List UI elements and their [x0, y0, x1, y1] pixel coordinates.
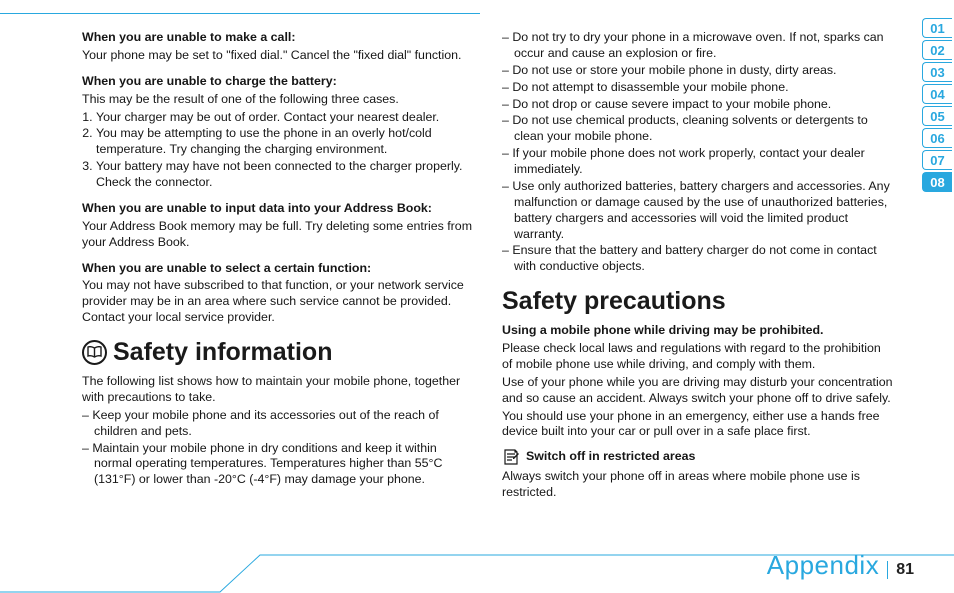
tab-02[interactable]: 02 — [922, 40, 952, 60]
dash-list: Keep your mobile phone and its accessori… — [82, 408, 474, 488]
sub-heading: Using a mobile phone while driving may b… — [502, 323, 894, 339]
tab-04[interactable]: 04 — [922, 84, 952, 104]
body-text: Your Address Book memory may be full. Tr… — [82, 219, 474, 251]
heading: When you are unable to input data into y… — [82, 201, 474, 217]
tab-06[interactable]: 06 — [922, 128, 952, 148]
block-call: When you are unable to make a call: Your… — [82, 30, 474, 64]
body-text: Use of your phone while you are driving … — [502, 375, 894, 407]
section-title-text: Safety information — [113, 336, 332, 368]
bottom-rule — [0, 545, 954, 593]
heading: When you are unable to charge the batter… — [82, 74, 474, 90]
block-battery: When you are unable to charge the batter… — [82, 74, 474, 191]
section-safety-info-title: Safety information — [82, 336, 474, 368]
body-text: Always switch your phone off in areas wh… — [502, 469, 894, 501]
note-icon — [502, 448, 520, 466]
list-item: Use only authorized batteries, battery c… — [502, 179, 894, 243]
list-item: Do not try to dry your phone in a microw… — [502, 30, 894, 62]
list-item: Ensure that the battery and battery char… — [502, 243, 894, 275]
section-title-text: Safety precautions — [502, 285, 726, 317]
heading: When you are unable to select a certain … — [82, 261, 474, 277]
block-function: When you are unable to select a certain … — [82, 261, 474, 327]
tab-01[interactable]: 01 — [922, 18, 952, 38]
list-item: Maintain your mobile phone in dry condit… — [82, 441, 474, 489]
body-text: Your phone may be set to "fixed dial." C… — [82, 48, 474, 64]
tab-08[interactable]: 08 — [922, 172, 952, 192]
list-item: Your charger may be out of order. Contac… — [96, 110, 474, 126]
section-safety-precautions-title: Safety precautions — [502, 285, 894, 317]
dash-list-cont: Do not try to dry your phone in a microw… — [502, 30, 894, 275]
tab-07[interactable]: 07 — [922, 150, 952, 170]
tab-03[interactable]: 03 — [922, 62, 952, 82]
body-text: Please check local laws and regulations … — [502, 341, 894, 373]
sub-section-restricted: Switch off in restricted areas — [502, 448, 894, 466]
page-content: When you are unable to make a call: Your… — [0, 0, 954, 503]
list-item: Do not use chemical products, cleaning s… — [502, 113, 894, 145]
body-text: This may be the result of one of the fol… — [82, 92, 474, 108]
right-column: Do not try to dry your phone in a microw… — [502, 30, 894, 503]
body-text: You should use your phone in an emergenc… — [502, 409, 894, 441]
chapter-tabs: 01 02 03 04 05 06 07 08 — [922, 18, 952, 194]
list-item: Do not use or store your mobile phone in… — [502, 63, 894, 79]
book-icon — [82, 340, 107, 365]
numbered-list: Your charger may be out of order. Contac… — [82, 110, 474, 191]
block-addressbook: When you are unable to input data into y… — [82, 201, 474, 251]
tab-05[interactable]: 05 — [922, 106, 952, 126]
list-item: You may be attempting to use the phone i… — [96, 126, 474, 158]
list-item: Your battery may have not been connected… — [96, 159, 474, 191]
heading: When you are unable to make a call: — [82, 30, 474, 46]
sub-heading-text: Switch off in restricted areas — [526, 449, 695, 465]
left-column: When you are unable to make a call: Your… — [82, 30, 474, 503]
list-item: Do not drop or cause severe impact to yo… — [502, 97, 894, 113]
list-item: If your mobile phone does not work prope… — [502, 146, 894, 178]
body-text: You may not have subscribed to that func… — [82, 278, 474, 326]
list-item: Keep your mobile phone and its accessori… — [82, 408, 474, 440]
section-intro: The following list shows how to maintain… — [82, 374, 474, 406]
top-rule — [0, 0, 480, 14]
list-item: Do not attempt to disassemble your mobil… — [502, 80, 894, 96]
